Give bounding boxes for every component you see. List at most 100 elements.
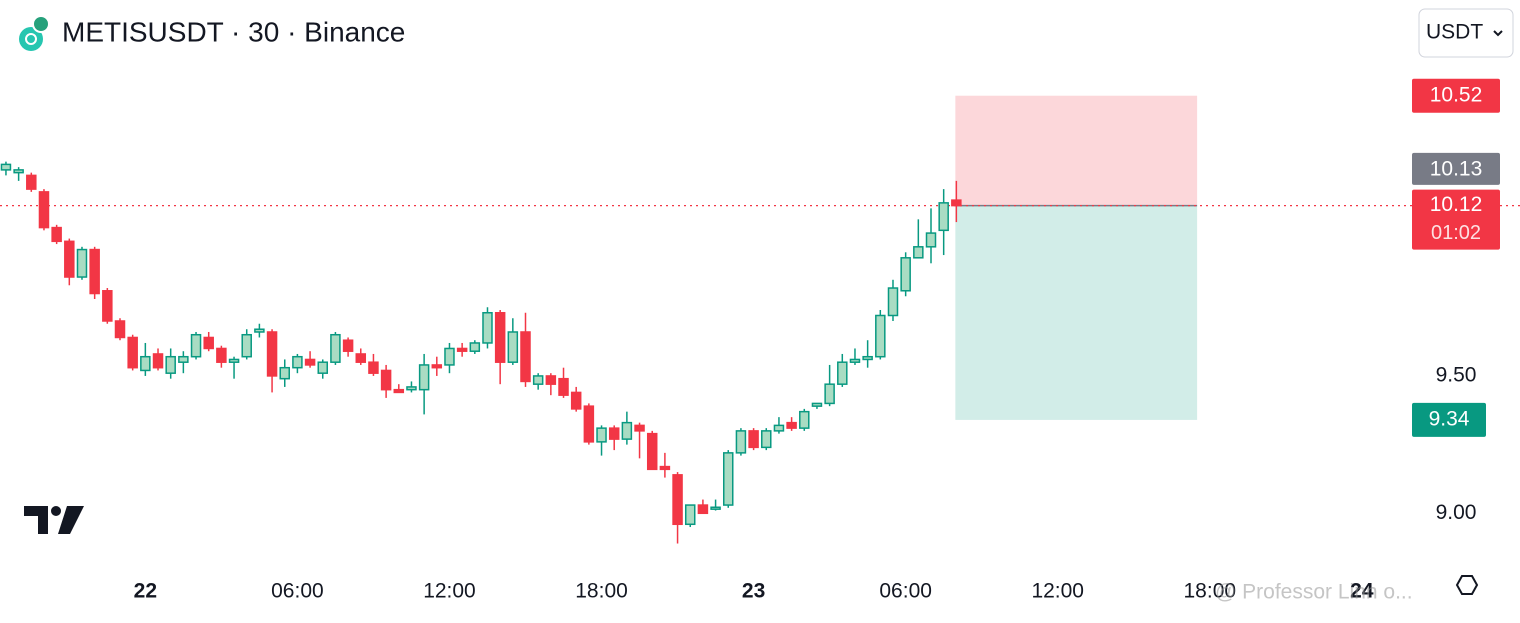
currency-button[interactable] (1418, 8, 1514, 58)
candle-body (26, 174, 37, 190)
target-label-text: 9.34 (1429, 407, 1470, 430)
candle-body (279, 366, 290, 380)
y-tick-label: 9.00 (1436, 501, 1477, 524)
candle-body (634, 424, 645, 432)
settings-icon (1455, 575, 1479, 595)
candle-body (342, 339, 354, 352)
target-label-box (1412, 402, 1486, 437)
x-tick-label: 22 (134, 580, 157, 603)
candle-body (330, 333, 341, 363)
candle-body (862, 355, 873, 361)
candle-body (165, 355, 176, 374)
entry-label-box (1412, 189, 1500, 250)
candle-body (494, 311, 506, 363)
candle-body (178, 355, 189, 363)
y-tick-label: 9.50 (1436, 363, 1477, 386)
watermark: @ Professor Linn o... (1215, 581, 1413, 604)
candle-body (938, 202, 949, 232)
candle-body (456, 347, 468, 352)
candle-body (583, 405, 595, 443)
x-tick-label: 18:00 (1184, 580, 1237, 603)
candle-body (697, 504, 709, 515)
candle-body (608, 427, 620, 440)
dropdown-arrow (1493, 30, 1503, 37)
symbol-icon (19, 15, 50, 51)
candle-body (748, 430, 759, 449)
candle-body (646, 432, 658, 471)
candle-body (51, 226, 62, 243)
high-marker-text: 10.13 (1430, 157, 1483, 180)
x-tick-label: 12:00 (423, 580, 476, 603)
candle-body (684, 504, 696, 526)
candle-body (203, 336, 214, 350)
candle-body (570, 391, 582, 410)
candle-body (545, 375, 557, 385)
candle-body (558, 377, 569, 396)
candle-body (824, 383, 835, 405)
candle-body (469, 342, 481, 352)
candle-body (482, 311, 493, 344)
candle-body (900, 257, 911, 292)
candle-body (951, 199, 962, 207)
candle-body (520, 331, 531, 383)
target-zone (955, 205, 1198, 420)
candle-body (89, 248, 100, 295)
candle-body (773, 424, 785, 432)
chart-title: METISUSDT · 30 · Binance (62, 16, 405, 47)
countdown: 01:02 (1431, 222, 1481, 244)
candle-body (837, 361, 848, 385)
currency-label[interactable]: USDT (1426, 21, 1483, 44)
stop-label-box (1412, 78, 1500, 113)
candle-body (444, 347, 455, 366)
candle-body (925, 232, 937, 248)
candle-body (0, 163, 12, 171)
candle-body (849, 358, 861, 363)
candle-body (761, 430, 772, 449)
candle-body (621, 421, 633, 440)
candle-body (266, 331, 278, 377)
candle-body (710, 506, 721, 510)
candle-body (875, 314, 886, 358)
candle-body (659, 465, 671, 471)
x-tick-label: 18:00 (575, 580, 628, 603)
candle-body (13, 169, 24, 174)
tv-logo (24, 506, 84, 534)
candle-body (254, 328, 265, 333)
x-tick-label: 23 (742, 580, 765, 603)
candle-body (76, 248, 88, 278)
entry-label-text: 10.12 (1430, 193, 1483, 216)
candle-body (672, 474, 683, 526)
candle-body (431, 364, 443, 369)
candle-body (292, 355, 303, 369)
candle-body (190, 333, 202, 358)
candle-body (532, 375, 544, 385)
candle-body (114, 320, 126, 339)
candle-body (887, 287, 899, 317)
candle-body (380, 369, 392, 391)
candle-body (799, 410, 810, 429)
candle-body (355, 353, 367, 363)
candle-body (393, 388, 405, 394)
candle-body (786, 421, 797, 429)
candle-body (418, 364, 430, 391)
candle-body (241, 333, 252, 358)
candle-body (507, 331, 519, 363)
candle-body (406, 386, 417, 391)
candle-body (228, 358, 240, 363)
high-marker-box (1412, 152, 1500, 185)
candle-body (811, 402, 823, 407)
stop-zone (955, 95, 1198, 206)
candle-body (304, 358, 316, 366)
x-tick-label: 24 (1350, 580, 1374, 603)
candle-body (140, 355, 151, 372)
x-tick-label: 12:00 (1031, 580, 1084, 603)
x-tick-label: 06:00 (879, 580, 932, 603)
candle-body (102, 290, 113, 322)
candle-body (152, 353, 164, 369)
candle-body (723, 452, 734, 506)
stop-label-text: 10.52 (1430, 83, 1483, 106)
candle-body (368, 361, 379, 374)
candle-body (64, 240, 75, 278)
